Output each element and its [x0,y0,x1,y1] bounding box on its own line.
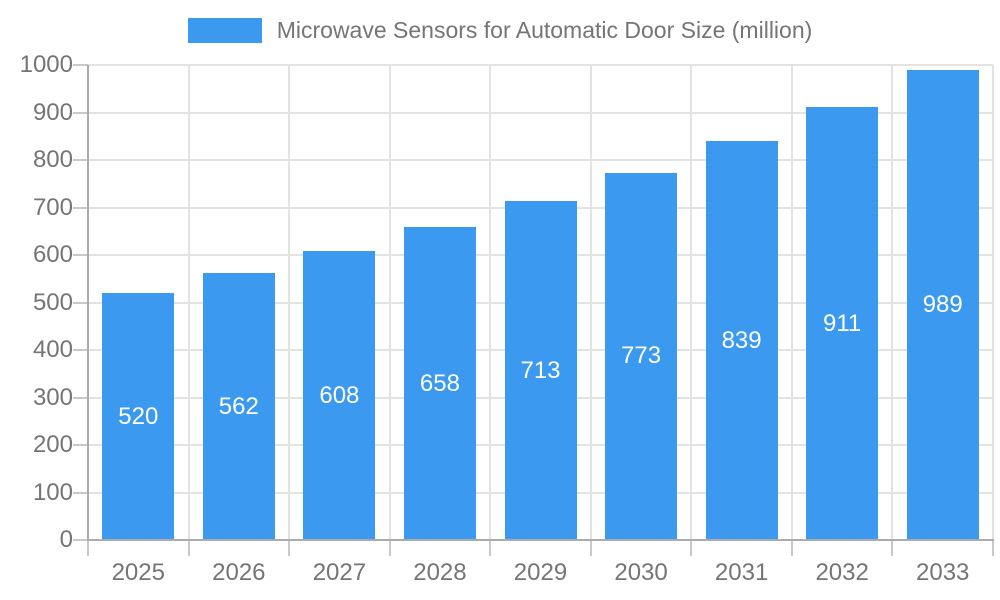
x-axis-label-2026: 2026 [212,559,266,586]
x-tick-0 [87,540,89,556]
y-axis-label-100: 100 [32,478,73,506]
bar-value-2025: 520 [118,402,159,430]
x-gridline-6 [690,65,693,540]
bar-value-2026: 562 [218,392,259,420]
bar-value-2027: 608 [319,381,360,409]
y-tick-0 [73,539,88,541]
x-tick-2 [288,540,291,556]
y-tick-400 [73,349,88,351]
legend-swatch [187,17,262,43]
bar-value-2028: 658 [419,369,460,397]
x-axis-label-2030: 2030 [614,559,668,586]
x-gridline-3 [388,65,391,540]
y-axis-label-400: 400 [32,336,73,363]
x-axis-label-2025: 2025 [111,559,165,586]
x-tick-3 [388,540,391,556]
x-tick-1 [187,540,190,556]
x-gridline-9 [992,65,994,540]
bar-2032[interactable] [806,107,879,540]
x-axis-label-2032: 2032 [815,559,869,586]
y-axis-label-600: 600 [32,241,73,268]
y-tick-500 [73,301,88,304]
x-gridline-5 [589,65,592,540]
bar-2027[interactable] [303,251,376,540]
y-tick-100 [73,491,88,494]
legend-label: Microwave Sensors for Automatic Door Siz… [276,16,813,43]
x-tick-9 [992,540,994,556]
bar-2030[interactable] [605,172,678,540]
y-axis-label-0: 0 [59,526,73,553]
y-tick-800 [73,159,88,161]
bar-value-2030: 773 [621,342,662,370]
y-gridline-900 [88,111,993,114]
x-axis-label-2033: 2033 [916,559,970,586]
bar-value-2032: 911 [823,309,862,337]
x-axis-label-2029: 2029 [513,559,568,586]
y-tick-700 [73,206,88,209]
y-axis-line [87,65,89,540]
legend[interactable]: Microwave Sensors for Automatic Door Siz… [0,16,1000,44]
y-axis-label-900: 900 [32,98,73,126]
y-axis-label-200: 200 [32,431,73,458]
x-tick-8 [891,540,894,556]
x-gridline-8 [891,65,894,540]
x-gridline-1 [187,65,190,540]
x-tick-5 [589,540,592,556]
bar-value-2031: 839 [721,326,762,354]
bar-2025[interactable] [102,293,175,540]
bar-2026[interactable] [202,273,275,540]
y-gridline-1000 [88,64,993,66]
x-tick-6 [690,540,693,556]
y-axis-label-500: 500 [32,288,73,316]
y-axis-label-800: 800 [32,146,73,173]
x-gridline-7 [790,65,793,540]
x-gridline-4 [489,65,492,540]
x-axis-label-2031: 2031 [714,559,769,586]
bar-value-2029: 713 [520,356,561,384]
x-gridline-2 [288,65,291,540]
y-axis-label-700: 700 [32,193,73,221]
y-tick-1000 [73,64,88,66]
bar-2028[interactable] [403,227,476,540]
x-tick-7 [790,540,793,556]
y-tick-200 [73,444,88,446]
y-tick-900 [73,111,88,114]
bar-2033[interactable] [906,70,979,540]
x-axis-line [87,539,994,541]
x-axis-label-2028: 2028 [413,559,467,586]
y-axis-label-1000: 1000 [19,51,73,78]
y-axis-label-300: 300 [32,383,73,411]
y-gridline-800 [88,159,993,161]
x-tick-4 [489,540,492,556]
y-tick-300 [73,396,88,399]
bar-2029[interactable] [504,201,577,540]
x-axis-label-2027: 2027 [312,559,367,586]
bar-2031[interactable] [705,141,778,540]
bar-value-2033: 989 [922,291,963,319]
y-tick-600 [73,254,88,256]
